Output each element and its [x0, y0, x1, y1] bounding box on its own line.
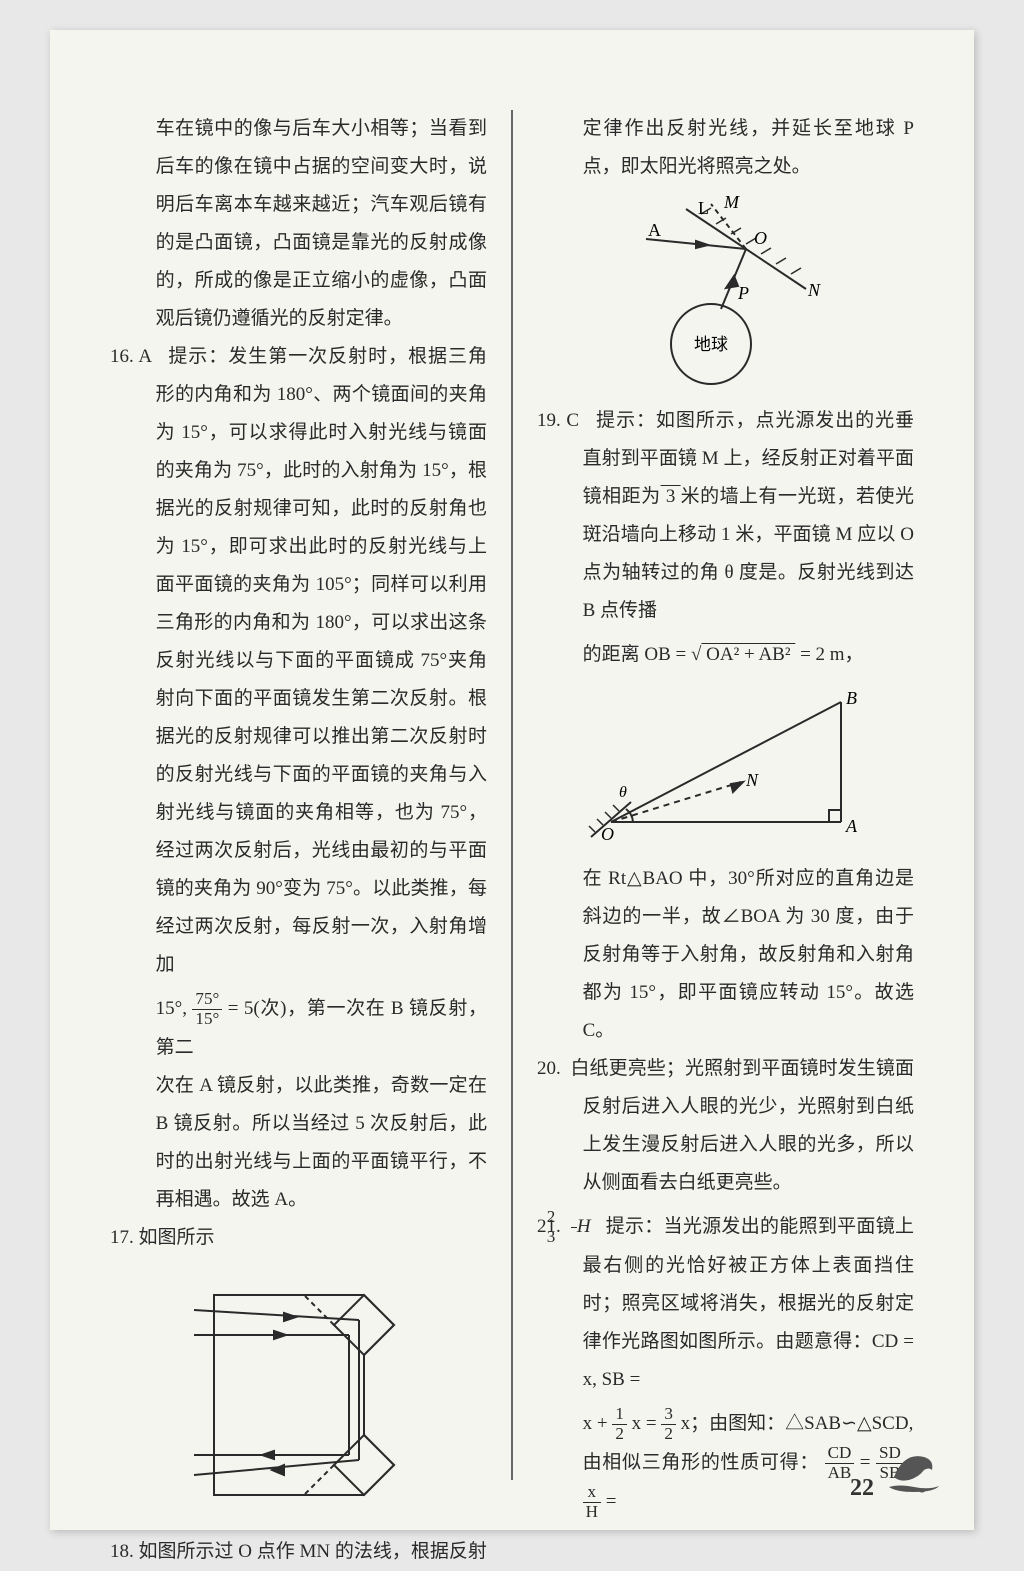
- q21-hint: 提示：当光源发出的能照到平面镜上最右侧的光恰好被正方体上表面挡住时；照亮区域将消…: [583, 1216, 914, 1390]
- q19-ob-pre: 的距离 OB =: [583, 644, 687, 665]
- q16: 16. A 提示：发生第一次反射时，根据三角形的内角和为 180°、两个镜面间的…: [110, 338, 487, 984]
- q21-l2-post: x；由图知：△SAB∽△SCD,: [681, 1413, 914, 1434]
- q16-label: 16. A: [110, 346, 151, 367]
- q21-l3-f3: x H: [583, 1483, 601, 1522]
- q16-frac-num: 75°: [192, 990, 222, 1010]
- q16-frac-before: 15°,: [156, 998, 187, 1019]
- q16-hint: 提示：发生第一次反射时，根据三角形的内角和为 180°、两个镜面间的夹角为 15…: [156, 346, 487, 975]
- q20-label: 20.: [537, 1058, 561, 1079]
- q18-label: 18. 如图所示过 O 点作 MN 的法线，根据反射: [110, 1533, 487, 1571]
- q16-frac: 75° 15°: [192, 990, 222, 1029]
- q19-label: 19. C: [537, 410, 579, 431]
- q19-ob-sqrt: OA² + AB²: [701, 644, 795, 665]
- label-A: A: [845, 816, 858, 836]
- q21-l2-f2n: 3: [661, 1405, 676, 1425]
- q21-H: H: [577, 1216, 591, 1237]
- diagram-17: [184, 1265, 414, 1525]
- intro-text: 车在镜中的像与后车大小相等；当看到后车的像在镜中占据的空间变大时，说明后车离本车…: [110, 110, 487, 338]
- q21-l3-pre: 由相似三角形的性质可得：: [583, 1452, 820, 1473]
- q19-sqrt3: 3: [661, 486, 681, 507]
- q21-l3-f1n: CD: [825, 1444, 855, 1464]
- page: 车在镜中的像与后车大小相等；当看到后车的像在镜中占据的空间变大时，说明后车离本车…: [50, 30, 974, 1530]
- q21-l2-f1n: 1: [612, 1405, 627, 1425]
- right-column: 定律作出反射光线，并延长至地球 P 点，即太阳光将照亮之处。: [537, 110, 914, 1480]
- diagram-19: B N A O θ: [571, 682, 881, 852]
- diagram-18: A L M O P N 地球: [616, 194, 836, 394]
- q21-l3-eq: =: [860, 1452, 871, 1473]
- q16-fracline: 15°, 75° 15° = 5(次)，第一次在 B 镜反射，第二: [110, 990, 487, 1067]
- dolphin-icon: [884, 1442, 944, 1497]
- label-N: N: [807, 280, 821, 300]
- page-number: 22: [850, 1475, 874, 1502]
- q21-l2-mid: x =: [632, 1413, 657, 1434]
- label-N: N: [745, 770, 759, 790]
- column-divider: [511, 110, 513, 1480]
- q21-l3-f3d: H: [583, 1503, 601, 1522]
- q20: 20. 白纸更亮些；光照射到平面镜时发生镜面反射后进入人眼的光少，光照射到白纸上…: [537, 1050, 914, 1202]
- label-earth: 地球: [694, 335, 728, 354]
- label-O: O: [601, 824, 614, 844]
- q21-line2: x + 1 2 x = 3 2 x；由图知：△SAB∽△SCD,: [537, 1405, 914, 1444]
- q19-tail: 在 Rt△BAO 中，30°所对应的直角边是斜边的一半，故∠BOA 为 30 度…: [537, 860, 914, 1050]
- q21-l2-f1d: 2: [612, 1425, 627, 1444]
- label-P: P: [737, 283, 749, 303]
- q21-l3-post: =: [606, 1491, 617, 1512]
- q19: 19. C 提示：如图所示，点光源发出的光垂直射到平面镜 M 上，经反射正对着平…: [537, 402, 914, 630]
- q16-frac-den: 15°: [192, 1010, 222, 1029]
- q20-text: 白纸更亮些；光照射到平面镜时发生镜面反射后进入人眼的光少，光照射到白纸上发生漫反…: [570, 1058, 914, 1193]
- q18-cont: 定律作出反射光线，并延长至地球 P 点，即太阳光将照亮之处。: [537, 110, 914, 186]
- label-A: A: [648, 220, 661, 240]
- q21: 21. 2 3 H 提示：当光源发出的能照到平面镜上最右侧的光恰好被正方体上表面…: [537, 1208, 914, 1399]
- q16-tail: 次在 A 镜反射，以此类推，奇数一定在 B 镜反射。所以当经过 5 次反射后，此…: [110, 1067, 487, 1219]
- q19-ob: 的距离 OB = √ OA² + AB² = 2 m，: [537, 636, 914, 674]
- label-M: M: [723, 194, 740, 212]
- q21-l2-pre: x +: [583, 1413, 608, 1434]
- q21-l3-f3n: x: [583, 1483, 601, 1503]
- label-O: O: [754, 228, 767, 248]
- left-column: 车在镜中的像与后车大小相等；当看到后车的像在镜中占据的空间变大时，说明后车离本车…: [110, 110, 487, 1480]
- label-theta: θ: [619, 784, 627, 801]
- q21-l2-f1: 1 2: [612, 1405, 627, 1444]
- q19-ob-post: = 2 m，: [800, 644, 864, 665]
- q21-l2-f2: 3 2: [661, 1405, 676, 1444]
- q21-l2-f2d: 2: [661, 1425, 676, 1444]
- q17-label: 17. 如图所示: [110, 1219, 487, 1257]
- label-B: B: [846, 688, 857, 708]
- label-L: L: [698, 198, 709, 218]
